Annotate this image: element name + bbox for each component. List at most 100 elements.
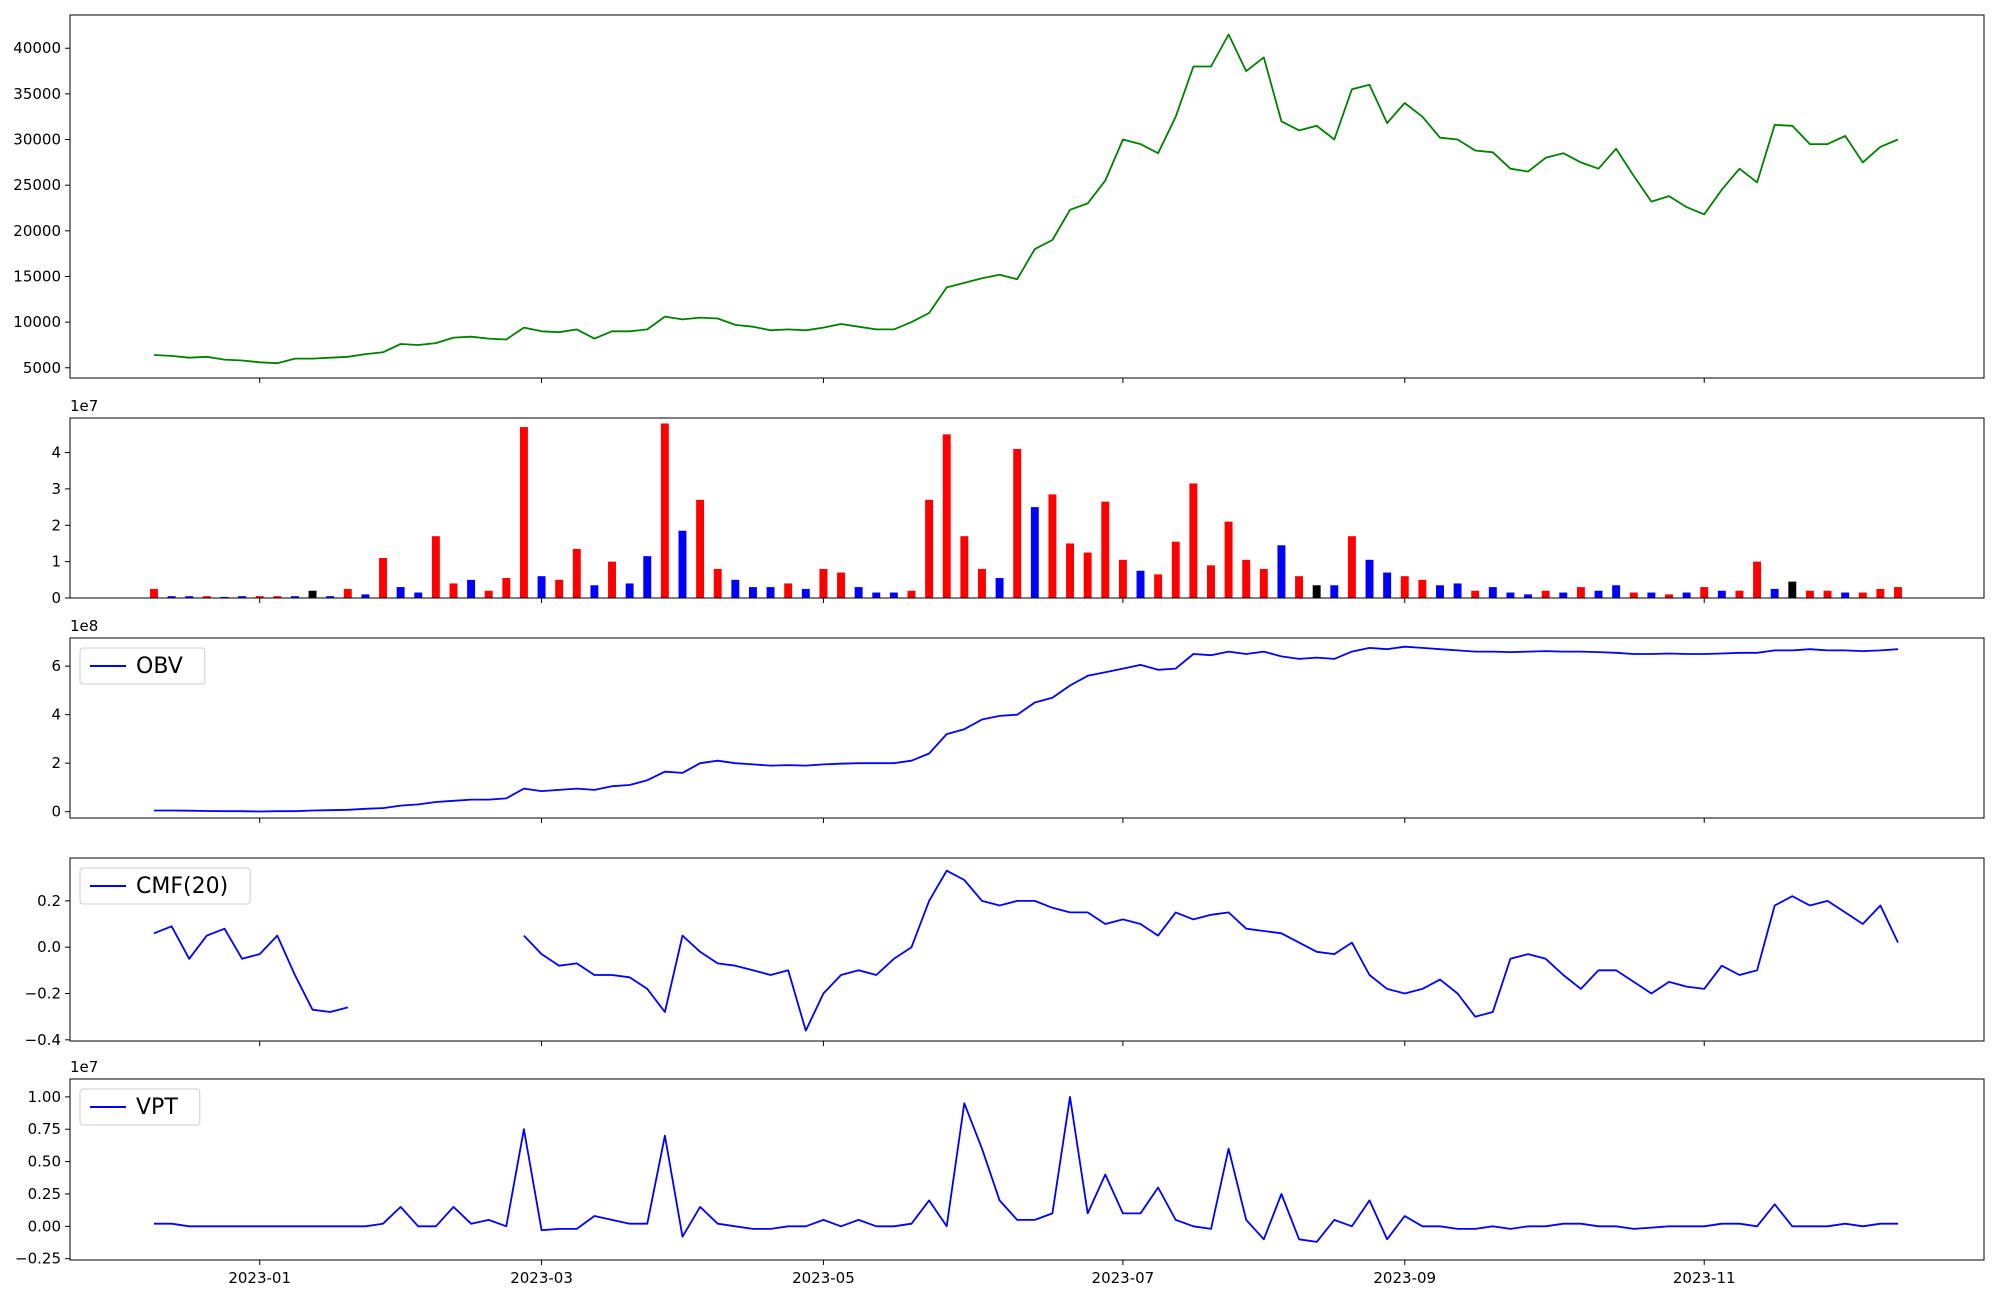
bar — [1471, 590, 1480, 598]
legend-label: CMF(20) — [136, 874, 228, 899]
bar — [308, 590, 317, 598]
bar — [1717, 590, 1726, 598]
y-tick-label: 30000 — [13, 131, 61, 149]
axes-frame — [69, 857, 1985, 1042]
bar — [202, 596, 211, 598]
panel: 0 2 4 6 1e8 OBV — [51, 617, 1985, 821]
bar — [1136, 570, 1145, 598]
bar — [1207, 565, 1215, 598]
y-tick-label: 2 — [51, 516, 61, 534]
bar — [1154, 574, 1163, 598]
bar — [1365, 559, 1374, 598]
bar — [977, 568, 986, 598]
bar — [1629, 592, 1638, 598]
bar — [379, 558, 387, 598]
bar — [1383, 572, 1392, 598]
bar — [537, 576, 546, 598]
bar — [361, 594, 370, 598]
legend-label: OBV — [136, 654, 183, 679]
bar — [273, 596, 282, 598]
bar — [1189, 483, 1198, 598]
data-line — [154, 1096, 1898, 1243]
bar — [484, 590, 493, 598]
bar — [1823, 590, 1832, 598]
legend-box — [79, 647, 206, 685]
bar — [1735, 590, 1744, 598]
bar — [1770, 588, 1779, 598]
bar — [185, 596, 194, 598]
bar — [1242, 559, 1251, 598]
bar — [1753, 561, 1762, 598]
bar — [1541, 590, 1550, 598]
bar — [837, 572, 845, 598]
y-tick-label: 0.50 — [28, 1153, 61, 1171]
bar — [1048, 494, 1057, 598]
bar — [1682, 592, 1691, 598]
bar — [1788, 581, 1797, 598]
y-tick-label: 0.2 — [37, 892, 61, 910]
bar — [1118, 559, 1127, 598]
bar — [819, 568, 828, 598]
y-tick-label: 0.0 — [37, 938, 61, 956]
bar — [167, 596, 176, 598]
y-tick-label: −0.2 — [25, 985, 61, 1003]
y-tick-label: 20000 — [13, 222, 61, 240]
bar — [1347, 536, 1356, 598]
axes-frame — [69, 14, 1985, 379]
bar — [1894, 587, 1902, 598]
bar — [942, 434, 951, 598]
y-tick-label: 1.00 — [28, 1088, 61, 1106]
bar — [1330, 585, 1339, 598]
bar — [1224, 521, 1233, 598]
legend: VPT — [79, 1088, 201, 1126]
axes-frame — [69, 1078, 1985, 1261]
y-tick-label: 15000 — [13, 267, 61, 285]
panel: 0 1 2 3 4 1e7 — [51, 397, 1985, 607]
bar — [396, 587, 405, 598]
panel: −0.4 −0.2 0.0 0.2 CMF(20) — [25, 857, 1985, 1049]
bar — [1576, 587, 1585, 598]
bar — [696, 499, 705, 598]
bar — [801, 588, 810, 598]
bar — [608, 561, 616, 598]
bar — [1013, 448, 1022, 598]
bar — [1559, 592, 1568, 598]
bar — [343, 588, 352, 598]
bar — [889, 592, 898, 598]
legend: OBV — [79, 647, 206, 685]
offset-label: 1e7 — [70, 1058, 98, 1076]
bar — [1805, 590, 1814, 598]
data-line — [154, 645, 1899, 813]
offset-label: 1e8 — [70, 617, 98, 635]
y-tick-label: 2 — [51, 754, 61, 772]
x-tick-label: 2023-07 — [1092, 1269, 1155, 1287]
x-tick-label: 2023-11 — [1673, 1269, 1736, 1287]
bar — [784, 583, 793, 598]
bar — [502, 578, 511, 598]
bar — [1841, 592, 1850, 598]
bar — [872, 592, 881, 598]
y-tick-label: −0.4 — [25, 1031, 61, 1049]
y-tick-label: 0 — [51, 589, 61, 607]
bar — [1171, 541, 1180, 598]
legend-box — [79, 1088, 201, 1126]
bar — [907, 590, 916, 598]
bar — [1453, 583, 1462, 598]
bar — [1594, 590, 1603, 598]
bar — [625, 583, 634, 598]
bar — [1295, 576, 1304, 598]
bar — [590, 585, 599, 598]
bar — [1506, 592, 1515, 598]
x-tick-label: 2023-01 — [228, 1269, 291, 1287]
bar — [995, 578, 1004, 598]
axes-frame — [69, 417, 1985, 599]
bar — [731, 579, 740, 598]
bar — [1488, 587, 1497, 598]
bar — [238, 596, 247, 598]
bar — [1876, 588, 1885, 598]
y-tick-label: 40000 — [13, 39, 61, 57]
bar — [713, 568, 722, 598]
bar — [255, 596, 264, 598]
data-line — [153, 33, 1899, 365]
bar — [748, 587, 757, 598]
